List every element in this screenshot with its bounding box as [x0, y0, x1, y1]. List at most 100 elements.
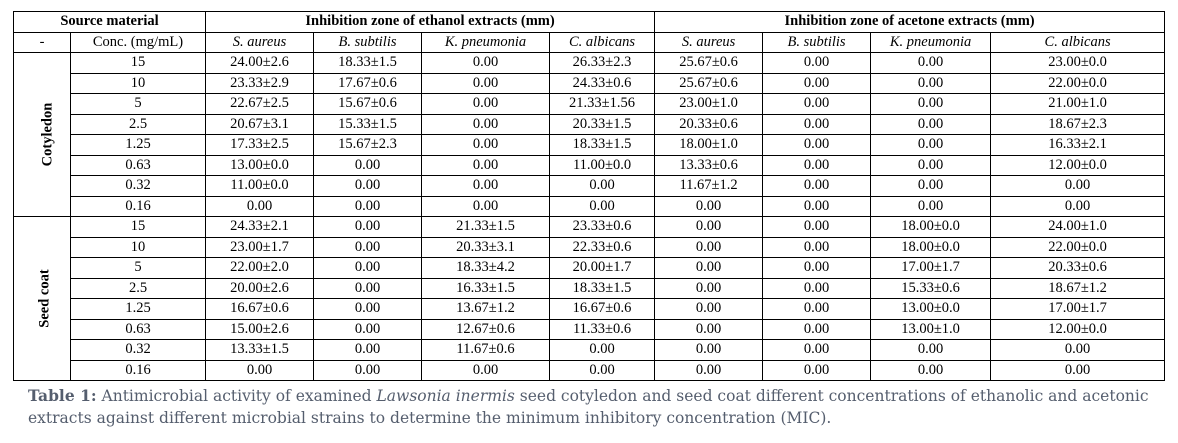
value-cell: 0.00: [313, 236, 423, 258]
value-cell: 18.33±1.5: [313, 52, 423, 74]
value-cell: 18.67±2.3: [990, 113, 1166, 135]
value-cell: 11.33±0.6: [549, 318, 656, 340]
conc-cell: 0.16: [69, 359, 207, 381]
value-cell: 0.00: [313, 318, 423, 340]
value-cell: 13.00±0.0: [205, 154, 315, 176]
value-cell: 20.33±0.6: [990, 257, 1166, 279]
conc-cell: 0.32: [69, 339, 207, 361]
value-cell: 0.00: [654, 216, 764, 238]
value-cell: 16.67±0.6: [549, 298, 656, 320]
caption-label: Table 1:: [28, 386, 97, 405]
conc-cell: 10: [69, 72, 207, 94]
value-cell: 16.33±2.1: [990, 134, 1166, 156]
value-cell: 23.33±0.6: [549, 216, 656, 238]
table-row: 1.25 16.67±0.6 0.00 13.67±1.2 16.67±0.6 0.00 0…: [14, 298, 1166, 320]
conc-cell: 2.5: [69, 113, 207, 135]
conc-cell: 0.63: [69, 154, 207, 176]
table-row: 10 23.33±2.9 17.67±0.6 0.00 24.33±0.6 25.67±0…: [14, 72, 1166, 94]
caption-text-b: seed cotyledon and seed coat different c…: [28, 387, 1149, 427]
ethanol-k-pneumonia-header: K. pneumonia: [421, 31, 551, 53]
value-cell: 24.00±1.0: [990, 216, 1166, 238]
value-cell: 18.33±1.5: [549, 277, 656, 299]
value-cell: 23.00±1.7: [205, 236, 315, 258]
value-cell: 0.00: [762, 134, 872, 156]
value-cell: 0.00: [421, 72, 551, 94]
value-cell: 0.00: [990, 339, 1166, 361]
value-cell: 0.00: [762, 318, 872, 340]
table-row: 2.5 20.00±2.6 0.00 16.33±1.5 18.33±1.5 0.00 0.…: [14, 277, 1166, 299]
value-cell: 0.00: [421, 154, 551, 176]
value-cell: 0.00: [870, 359, 992, 381]
value-cell: 0.00: [654, 257, 764, 279]
table-row: 0.63 15.00±2.6 0.00 12.67±0.6 11.33±0.6 0.00 0…: [14, 318, 1166, 340]
value-cell: 13.33±0.6: [654, 154, 764, 176]
value-cell: 0.00: [313, 257, 423, 279]
table-caption: Table 1: Antimicrobial activity of exami…: [28, 385, 1168, 429]
value-cell: 0.00: [421, 134, 551, 156]
value-cell: 0.00: [762, 298, 872, 320]
value-cell: 0.00: [762, 93, 872, 115]
value-cell: 20.33±1.5: [549, 113, 656, 135]
ethanol-s-aureus-header: S. aureus: [205, 31, 315, 53]
value-cell: 0.00: [205, 359, 315, 381]
value-cell: 13.00±1.0: [870, 318, 992, 340]
table-row: 1.25 17.33±2.5 15.67±2.3 0.00 18.33±1.5 18.00…: [14, 134, 1166, 156]
value-cell: 0.00: [762, 113, 872, 135]
caption-species: Lawsonia inermis: [376, 387, 515, 405]
value-cell: 11.67±0.6: [421, 339, 551, 361]
value-cell: 0.00: [654, 195, 764, 217]
value-cell: 22.00±0.0: [990, 236, 1166, 258]
value-cell: 0.00: [762, 72, 872, 94]
value-cell: 0.00: [313, 277, 423, 299]
value-cell: 0.00: [762, 359, 872, 381]
value-cell: 25.67±0.6: [654, 52, 764, 74]
group-label: Cotyledon: [39, 102, 56, 167]
value-cell: 21.33±1.56: [549, 93, 656, 115]
acetone-b-subtilis-header: B. subtilis: [762, 31, 872, 53]
value-cell: 0.00: [870, 52, 992, 74]
conc-cell: 5: [69, 93, 207, 115]
value-cell: 17.00±1.7: [990, 298, 1166, 320]
value-cell: 11.00±0.0: [205, 175, 315, 197]
value-cell: 0.00: [990, 175, 1166, 197]
value-cell: 0.00: [654, 236, 764, 258]
value-cell: 22.00±0.0: [990, 72, 1166, 94]
conc-cell: 15: [69, 52, 207, 74]
conc-cell: 0.16: [69, 195, 207, 217]
value-cell: 0.00: [313, 195, 423, 217]
ethanol-c-albicans-header: C. albicans: [549, 31, 656, 53]
value-cell: 24.33±0.6: [549, 72, 656, 94]
table-header: Source material Inhibition zone of ethan…: [12, 11, 1166, 53]
table-row: 0.32 11.00±0.0 0.00 0.00 0.00 11.67±1.2 0.00 0.…: [14, 175, 1166, 197]
value-cell: 20.67±3.1: [205, 113, 315, 135]
value-cell: 0.00: [762, 52, 872, 74]
dash-header: -: [13, 31, 71, 53]
value-cell: 23.00±0.0: [990, 52, 1166, 74]
table-row: 10 23.00±1.7 0.00 20.33±3.1 22.33±0.6 0.00 0.0…: [14, 236, 1166, 258]
value-cell: 0.00: [205, 195, 315, 217]
value-cell: 26.33±2.3: [549, 52, 656, 74]
value-cell: 0.00: [870, 175, 992, 197]
ethanol-b-subtilis-header: B. subtilis: [313, 31, 423, 53]
value-cell: 13.00±0.0: [870, 298, 992, 320]
value-cell: 16.33±1.5: [421, 277, 551, 299]
value-cell: 18.33±1.5: [549, 134, 656, 156]
value-cell: 0.00: [549, 195, 656, 217]
value-cell: 18.33±4.2: [421, 257, 551, 279]
value-cell: 0.00: [762, 339, 872, 361]
value-cell: 0.00: [762, 195, 872, 217]
value-cell: 12.00±0.0: [990, 154, 1166, 176]
value-cell: 0.00: [421, 175, 551, 197]
conc-cell: 0.32: [69, 175, 207, 197]
conc-cell: 5: [69, 257, 207, 279]
value-cell: 0.00: [762, 175, 872, 197]
table-row: 5 22.67±2.5 15.67±0.6 0.00 21.33±1.56 23.00±1…: [14, 93, 1166, 115]
value-cell: 15.67±2.3: [313, 134, 423, 156]
value-cell: 22.33±0.6: [549, 236, 656, 258]
value-cell: 0.00: [313, 154, 423, 176]
value-cell: 22.00±2.0: [205, 257, 315, 279]
value-cell: 18.00±0.0: [870, 236, 992, 258]
value-cell: 24.00±2.6: [205, 52, 315, 74]
acetone-c-albicans-header: C. albicans: [990, 31, 1166, 53]
value-cell: 0.00: [313, 175, 423, 197]
